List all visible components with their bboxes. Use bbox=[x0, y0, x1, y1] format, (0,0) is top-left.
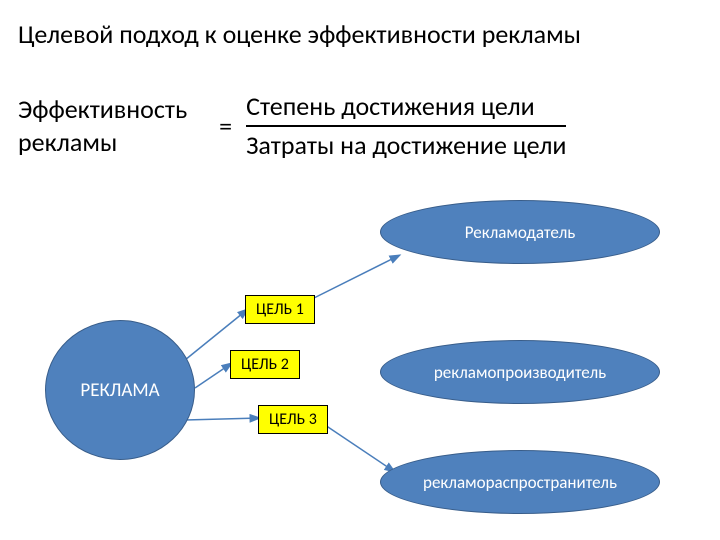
formula-right: Степень достижения цели Затраты на дости… bbox=[246, 90, 566, 161]
ellipse-producer-label: рекламопроизводитель bbox=[434, 362, 606, 383]
formula-left: Эффективность рекламы bbox=[18, 93, 187, 158]
ellipse-advertiser-label: Рекламодатель bbox=[465, 222, 576, 243]
goal-box-1: ЦЕЛЬ 1 bbox=[245, 295, 315, 324]
ellipse-producer: рекламопроизводитель bbox=[380, 340, 660, 404]
ellipse-distributor-label: рекламораспространитель bbox=[423, 472, 617, 493]
circle-reklama: РЕКЛАМА bbox=[45, 320, 195, 460]
connector-line bbox=[195, 363, 232, 388]
ellipse-distributor: рекламораспространитель bbox=[380, 450, 660, 514]
equals-sign: = bbox=[219, 110, 232, 142]
connector-line bbox=[325, 425, 395, 472]
connector-line bbox=[310, 255, 400, 300]
circle-reklama-label: РЕКЛАМА bbox=[80, 379, 159, 402]
goal-box-2: ЦЕЛЬ 2 bbox=[230, 350, 300, 379]
formula-denominator: Затраты на достижение цели bbox=[246, 127, 566, 162]
formula-left-line1: Эффективность bbox=[18, 93, 187, 126]
slide-title: Целевой подход к оценке эффективности ре… bbox=[18, 18, 581, 50]
formula-numerator: Степень достижения цели bbox=[246, 90, 566, 127]
connector-line bbox=[185, 418, 260, 420]
formula-left-line2: рекламы bbox=[18, 126, 187, 159]
goal-box-3: ЦЕЛЬ 3 bbox=[258, 405, 328, 434]
formula: Эффективность рекламы = Степень достижен… bbox=[18, 90, 566, 161]
ellipse-advertiser: Рекламодатель bbox=[380, 200, 660, 264]
